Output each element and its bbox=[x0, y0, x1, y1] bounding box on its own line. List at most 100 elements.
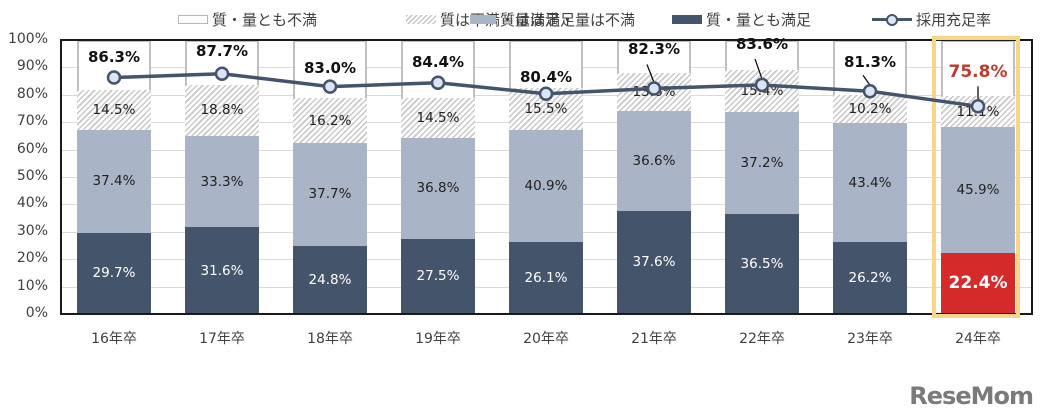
segment-value-label: 37.7% bbox=[308, 186, 352, 203]
legend-swatch-hatch bbox=[406, 14, 436, 24]
segment-value-label: 33.3% bbox=[200, 173, 244, 190]
legend-item-dark: 質・量とも満足 bbox=[672, 6, 811, 32]
segment-value-label: 26.1% bbox=[524, 270, 568, 287]
segment-both-unsatisfied bbox=[617, 40, 691, 74]
y-tick-label: 30% bbox=[16, 222, 48, 239]
segment-both-satisfied: 26.1% bbox=[509, 242, 583, 314]
segment-value-label: 37.6% bbox=[632, 254, 676, 271]
rate-value-label: 83.0% bbox=[303, 58, 357, 77]
segment-value-label: 10.2% bbox=[848, 101, 892, 118]
rate-marker-icon bbox=[646, 81, 662, 96]
legend-swatch-dark bbox=[672, 14, 702, 24]
segment-quality-satisfied: 33.3% bbox=[185, 136, 259, 228]
rate-value-label: 80.4% bbox=[519, 67, 573, 86]
segment-value-label: 18.8% bbox=[200, 102, 244, 119]
x-tick-label: 24年卒 bbox=[955, 331, 1001, 347]
segment-quality-satisfied: 43.4% bbox=[833, 123, 907, 243]
legend-item-light: 質は満足・量は不満 bbox=[470, 6, 635, 32]
segment-quality-satisfied: 40.9% bbox=[509, 130, 583, 243]
y-tick-label: 90% bbox=[16, 58, 48, 75]
rate-marker-icon bbox=[106, 70, 122, 85]
rate-value-label: 84.4% bbox=[411, 52, 465, 71]
resemom-logo: ReseMom bbox=[909, 382, 1034, 410]
y-tick-label: 50% bbox=[16, 168, 48, 184]
segment-value-label: 29.7% bbox=[92, 265, 136, 282]
rate-marker-icon bbox=[214, 66, 230, 81]
legend-swatch-white bbox=[178, 14, 208, 24]
legend-label: 採用充足率 bbox=[916, 10, 992, 29]
segment-both-satisfied: 29.7% bbox=[77, 232, 151, 314]
segment-quantity-satisfied: 14.5% bbox=[77, 90, 151, 131]
x-tick-label: 20年卒 bbox=[523, 331, 569, 347]
segment-quality-satisfied: 45.9% bbox=[941, 126, 1015, 253]
rate-marker-icon bbox=[862, 83, 878, 99]
legend-swatch-light bbox=[470, 14, 496, 24]
rate-marker-icon bbox=[538, 86, 554, 101]
segment-both-satisfied: 31.6% bbox=[185, 227, 259, 314]
segment-value-label: 15.5% bbox=[524, 101, 568, 118]
segment-quality-satisfied: 36.6% bbox=[617, 110, 691, 211]
segment-both-satisfied: 27.5% bbox=[401, 238, 475, 314]
rate-value-label: 75.8% bbox=[948, 62, 1008, 83]
y-tick-label: 20% bbox=[16, 250, 48, 267]
legend-item-line: 採用充足率 bbox=[872, 6, 991, 32]
segment-quality-satisfied: 37.7% bbox=[293, 142, 367, 247]
segment-quantity-satisfied: 14.5% bbox=[401, 98, 475, 138]
segment-both-satisfied: 37.6% bbox=[617, 210, 691, 314]
segment-value-label: 31.6% bbox=[200, 262, 244, 279]
legend-item-both-unsatisfied: 質・量とも不満 bbox=[178, 6, 317, 32]
segment-value-label: 26.2% bbox=[848, 270, 892, 287]
segment-value-label: 14.5% bbox=[92, 102, 136, 119]
y-tick-label: 10% bbox=[16, 277, 48, 294]
rate-value-label: 87.7% bbox=[195, 41, 249, 60]
x-tick-label: 21年卒 bbox=[631, 331, 677, 347]
segment-value-label: 37.2% bbox=[740, 155, 784, 171]
x-tick-label: 16年卒 bbox=[91, 331, 137, 347]
x-tick-label: 19年卒 bbox=[415, 331, 461, 347]
segment-value-label: 43.4% bbox=[848, 174, 892, 191]
x-tick-label: 17年卒 bbox=[199, 331, 245, 347]
segment-value-label: 40.9% bbox=[524, 178, 568, 195]
rate-marker-icon bbox=[754, 77, 770, 93]
segment-quantity-satisfied: 10.2% bbox=[833, 95, 907, 124]
segment-value-label: 45.9% bbox=[956, 181, 1000, 198]
segment-quantity-satisfied: 16.2% bbox=[293, 98, 367, 143]
segment-value-label: 36.8% bbox=[416, 180, 460, 197]
x-tick-label: 23年卒 bbox=[847, 331, 893, 347]
segment-both-satisfied: 26.2% bbox=[833, 242, 907, 314]
highlight-box-24 bbox=[932, 36, 1020, 318]
legend-label: 質・量とも不満 bbox=[212, 10, 318, 29]
rate-value-label: 81.3% bbox=[843, 53, 897, 72]
y-tick-label: 0% bbox=[25, 305, 48, 321]
segment-value-label: 22.4% bbox=[948, 273, 1008, 294]
segment-both-satisfied: 22.4% bbox=[941, 252, 1015, 314]
rate-marker-icon bbox=[970, 99, 986, 114]
x-tick-label: 18年卒 bbox=[307, 331, 353, 347]
segment-value-label: 24.8% bbox=[308, 272, 352, 289]
y-tick-label: 40% bbox=[16, 195, 48, 212]
segment-quality-satisfied: 37.2% bbox=[725, 112, 799, 214]
segment-quantity-satisfied: 18.8% bbox=[185, 84, 259, 137]
legend-label: 質・量とも満足 bbox=[706, 10, 812, 29]
rate-value-label: 83.6% bbox=[735, 34, 789, 53]
plot-area-border bbox=[60, 39, 1033, 315]
segment-value-label: 27.5% bbox=[416, 268, 460, 285]
segment-value-label: 36.5% bbox=[740, 255, 784, 272]
rate-marker-icon bbox=[430, 75, 446, 90]
y-tick-label: 100% bbox=[7, 31, 48, 47]
segment-value-label: 16.2% bbox=[308, 112, 352, 129]
segment-value-label: 36.6% bbox=[632, 152, 676, 169]
rate-value-label: 82.3% bbox=[627, 40, 681, 59]
segment-quality-satisfied: 37.4% bbox=[77, 130, 151, 233]
segment-value-label: 37.4% bbox=[92, 173, 136, 190]
segment-value-label: 14.5% bbox=[416, 109, 460, 126]
segment-both-satisfied: 36.5% bbox=[725, 213, 799, 314]
rate-marker-icon bbox=[322, 79, 338, 94]
y-tick-label: 60% bbox=[16, 140, 48, 157]
segment-both-unsatisfied bbox=[401, 40, 475, 99]
x-tick-label: 22年卒 bbox=[739, 331, 785, 347]
y-tick-label: 80% bbox=[16, 85, 48, 102]
rate-value-label: 86.3% bbox=[87, 47, 141, 66]
legend-line-marker-icon bbox=[872, 13, 912, 26]
